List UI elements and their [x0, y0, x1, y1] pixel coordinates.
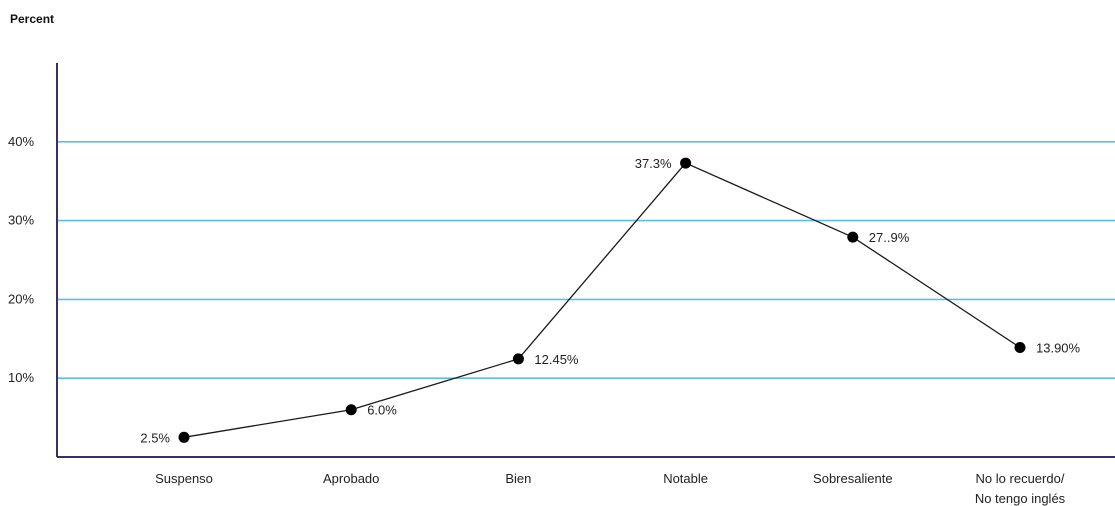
- x-tick-label: Notable: [663, 471, 708, 486]
- x-tick-label: Aprobado: [323, 471, 379, 486]
- gridlines: [57, 141, 1115, 380]
- y-tick-label: 20%: [8, 291, 34, 306]
- data-point: [178, 431, 190, 443]
- y-tick-label: 10%: [8, 370, 34, 385]
- x-axis-categories: Suspenso Aprobado Bien Notable Sobresaliente…: [155, 471, 1066, 506]
- x-tick-label: No lo recuerdo/No tengo inglés: [975, 471, 1066, 506]
- data-label: 37.3%: [635, 156, 672, 171]
- data-point: [1014, 341, 1026, 353]
- series-line: [183, 162, 1021, 438]
- x-tick-label: Suspenso: [155, 471, 213, 486]
- y-axis-ticks: 10% 20% 30% 40%: [8, 134, 34, 385]
- data-label: 2.5%: [140, 430, 170, 445]
- data-point: [345, 404, 357, 416]
- y-tick-label: 30%: [8, 213, 34, 228]
- data-labels: 2.5% 6.0% 12.45% 37.3% 27..9% 13.90%: [140, 156, 1080, 445]
- data-point: [847, 231, 859, 243]
- data-label: 6.0%: [367, 403, 397, 418]
- data-point: [680, 157, 692, 169]
- data-label: 12.45%: [534, 352, 579, 367]
- data-label: 27..9%: [869, 230, 910, 245]
- y-tick-label: 40%: [8, 134, 34, 149]
- x-tick-label: Sobresaliente: [813, 471, 893, 486]
- data-label: 13.90%: [1036, 340, 1081, 355]
- y-axis-title: Percent: [10, 12, 54, 26]
- series-polyline: [183, 162, 1021, 438]
- data-point: [512, 353, 524, 365]
- data-points: [178, 157, 1026, 443]
- x-tick-label: Bien: [505, 471, 531, 486]
